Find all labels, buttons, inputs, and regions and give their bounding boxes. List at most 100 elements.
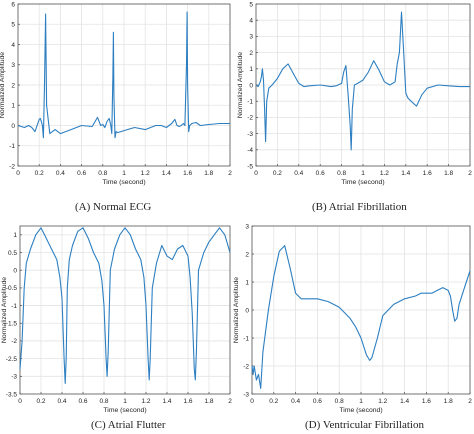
x-axis-title: Time (second) <box>341 179 384 186</box>
x-tick-label: 2 <box>468 398 472 405</box>
chart-b: 0 0.2 0.4 0.6 0.8 1 1.2 1.4 1.6 1.8 2 -5 -4 -3 -2 -1 0 1 2… <box>237 1 472 186</box>
x-tick-label: 1 <box>123 398 127 405</box>
y-tick-label: -3.5 <box>6 391 18 398</box>
y-tick-label: 6 <box>11 1 15 8</box>
x-tick-label: 1 <box>359 398 363 405</box>
x-tick-label: 0.8 <box>335 398 344 405</box>
x-tick-label: 0.4 <box>57 398 66 405</box>
y-tick-label: 1 <box>249 66 253 73</box>
x-tick-label: 0.8 <box>99 398 108 405</box>
x-tick-label: 1.2 <box>380 170 389 177</box>
x-tick-label: 1.8 <box>204 170 213 177</box>
x-axis-title: Time (second) <box>103 407 146 414</box>
x-tick-label: 1.8 <box>204 398 213 405</box>
y-axis-title: Normalized Amplitude <box>237 52 244 118</box>
x-tick-label: 0 <box>254 170 258 177</box>
x-tick-label: 2 <box>468 170 472 177</box>
x-tick-label: 1.2 <box>141 170 150 177</box>
x-tick-label: 1.6 <box>183 170 192 177</box>
y-tick-label: 0 <box>11 123 15 130</box>
x-tick-label: 0.2 <box>36 398 45 405</box>
y-tick-label: 2 <box>249 50 253 57</box>
chart-a: 0 0.2 0.4 0.6 0.8 1 1.2 1.4 1.6 1.8 2 -2 -1 0 1 2 3 4 5 6 Ti… <box>0 1 232 186</box>
x-tick-label: 0.2 <box>273 170 282 177</box>
y-tick-label: 1 <box>245 279 249 286</box>
y-tick-label: 5 <box>11 22 15 29</box>
ecg-trace-line <box>17 11 230 139</box>
y-tick-label: -1.5 <box>6 321 18 328</box>
ecg-trace-line <box>255 11 470 151</box>
y-tick-label: 3 <box>245 223 249 230</box>
x-tick-label: 0.4 <box>291 398 300 405</box>
x-tick-label: 1.6 <box>422 398 431 405</box>
y-axis-title: Normalized Amplitude <box>233 277 240 343</box>
x-tick-label: 1.8 <box>444 398 453 405</box>
x-tick-label: 0.6 <box>316 170 325 177</box>
y-tick-label: -5 <box>247 163 253 170</box>
y-tick-label: 0 <box>245 307 249 314</box>
caption-d: (D) Ventricular Fibrillation <box>305 419 424 431</box>
y-tick-label: -2 <box>247 115 253 122</box>
caption-c: (C) Atrial Flutter <box>91 419 166 431</box>
x-tick-label: 0.4 <box>294 170 303 177</box>
ecg-trace-line <box>19 227 231 384</box>
x-tick-label: 1.2 <box>378 398 387 405</box>
x-tick-label: 1.6 <box>423 170 432 177</box>
y-tick-label: 4 <box>249 18 253 25</box>
y-tick-label: -1 <box>9 143 15 150</box>
x-tick-label: 1.4 <box>162 170 171 177</box>
y-tick-label: -2 <box>11 338 17 345</box>
axes-frame <box>19 225 231 395</box>
x-tick-label: 0 <box>18 398 22 405</box>
x-tick-label: 2 <box>228 170 232 177</box>
y-tick-label: 2 <box>11 82 15 89</box>
y-tick-label: 3 <box>249 34 253 41</box>
chart-d: 0 0.2 0.4 0.6 0.8 1 1.2 1.4 1.6 1.8 2 -3 -2 -1 0 1 2 3 Tim… <box>233 223 472 414</box>
chart-c: 0 0.2 0.4 0.6 0.8 1 1.2 1.4 1.6 1.8 2 -3.5 -3 -2.5 -2 -… <box>1 225 232 414</box>
x-axis-title: Time (second) <box>339 407 382 414</box>
x-tick-label: 0.6 <box>77 170 86 177</box>
x-tick-label: 1.6 <box>183 398 192 405</box>
axes-frame <box>17 3 231 167</box>
y-tick-label: -1 <box>247 99 253 106</box>
x-tick-label: 0 <box>16 170 20 177</box>
y-tick-label: -1 <box>11 303 17 310</box>
x-tick-label: 1.8 <box>444 170 453 177</box>
x-tick-label: 0.6 <box>313 398 322 405</box>
y-tick-label: 1 <box>11 103 15 110</box>
x-tick-label: 1.4 <box>401 170 410 177</box>
y-tick-label: -3 <box>11 374 17 381</box>
x-tick-label: 2 <box>228 398 232 405</box>
x-tick-label: 0 <box>250 398 254 405</box>
y-tick-label: -3 <box>247 131 253 138</box>
y-tick-label: -2.5 <box>6 356 18 363</box>
y-tick-label: -3 <box>243 391 249 398</box>
y-tick-label: 3 <box>11 62 15 69</box>
x-tick-label: 1.4 <box>400 398 409 405</box>
x-tick-label: 0.4 <box>56 170 65 177</box>
y-tick-label: 0 <box>249 82 253 89</box>
y-tick-label: 5 <box>249 1 253 8</box>
y-tick-label: 4 <box>11 42 15 49</box>
ecg-trace-line <box>251 245 471 389</box>
y-tick-label: -2 <box>243 363 249 370</box>
x-tick-label: 0.6 <box>78 398 87 405</box>
x-tick-label: 1 <box>122 170 126 177</box>
y-tick-label: -1 <box>243 335 249 342</box>
x-tick-label: 1 <box>361 170 365 177</box>
x-tick-label: 0.8 <box>98 170 107 177</box>
y-tick-label: -0.5 <box>6 285 18 292</box>
y-tick-label: 0.5 <box>8 250 17 257</box>
axes-frame <box>251 225 471 395</box>
y-tick-label: 0 <box>13 268 17 275</box>
y-tick-label: -2 <box>9 163 15 170</box>
y-axis-title: Normalized Amplitude <box>0 52 6 118</box>
y-tick-label: 2 <box>245 251 249 258</box>
x-tick-label: 0.2 <box>35 170 44 177</box>
y-axis-title: Normalized Amplitude <box>1 277 8 343</box>
x-tick-label: 0.8 <box>337 170 346 177</box>
caption-a: (A) Normal ECG <box>75 201 152 213</box>
caption-b: (B) Atrial Fibrillation <box>312 201 407 213</box>
x-tick-label: 0.2 <box>269 398 278 405</box>
